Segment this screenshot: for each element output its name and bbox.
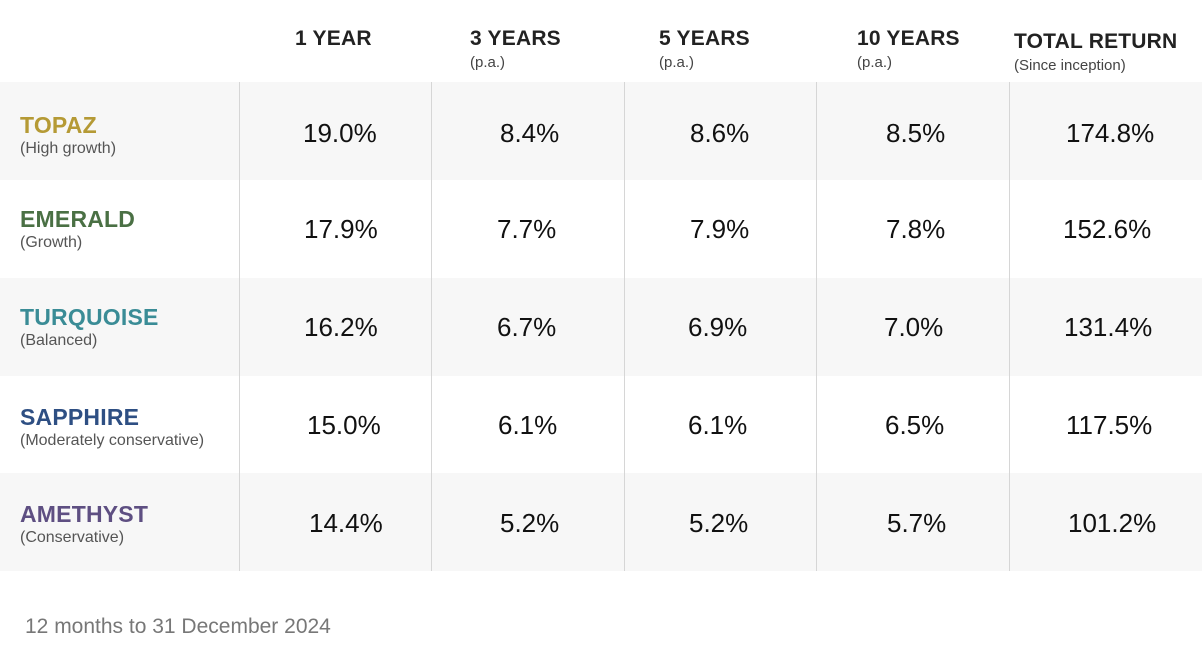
column-divider bbox=[1009, 82, 1010, 571]
fund-description: (Conservative) bbox=[20, 529, 125, 546]
table-row: SAPPHIRE (Moderately conservative) 15.0%… bbox=[0, 376, 1202, 474]
fund-label: EMERALD (Growth) bbox=[20, 206, 135, 252]
fund-description: (Moderately conservative) bbox=[20, 432, 205, 449]
fund-name: TOPAZ bbox=[20, 112, 97, 138]
value-1-year: 16.2% bbox=[304, 312, 378, 342]
value-total-return: 117.5% bbox=[1066, 410, 1153, 440]
fund-name: TURQUOISE bbox=[20, 304, 159, 330]
value-3-years: 8.4% bbox=[500, 118, 560, 148]
column-divider bbox=[431, 82, 432, 571]
value-10-years: 6.5% bbox=[885, 410, 945, 440]
fund-name: EMERALD bbox=[20, 206, 136, 232]
fund-label: SAPPHIRE (Moderately conservative) bbox=[20, 404, 204, 450]
value-10-years: 7.8% bbox=[886, 214, 946, 244]
value-5-years: 5.2% bbox=[689, 508, 749, 538]
value-1-year: 14.4% bbox=[309, 508, 383, 538]
value-3-years: 6.7% bbox=[497, 312, 557, 342]
header-title: 10 YEARS bbox=[857, 27, 960, 50]
header-subtitle: (p.a.) bbox=[857, 54, 893, 71]
table-header: 1 YEAR 3 YEARS (p.a.) 5 YEARS (p.a.) 10 … bbox=[0, 0, 1202, 82]
fund-description: (High growth) bbox=[20, 140, 117, 157]
fund-name: AMETHYST bbox=[20, 501, 149, 527]
value-5-years: 7.9% bbox=[690, 214, 750, 244]
value-10-years: 8.5% bbox=[886, 118, 946, 148]
value-10-years: 5.7% bbox=[887, 508, 947, 538]
header-title: 3 YEARS bbox=[470, 27, 561, 50]
value-5-years: 6.1% bbox=[688, 410, 748, 440]
header-title: 5 YEARS bbox=[659, 27, 750, 50]
column-divider bbox=[816, 82, 817, 571]
header-5-years: 5 YEARS (p.a.) bbox=[659, 27, 750, 71]
header-title: TOTAL RETURN bbox=[1014, 30, 1178, 53]
value-1-year: 17.9% bbox=[304, 214, 378, 244]
header-3-years: 3 YEARS (p.a.) bbox=[470, 27, 561, 71]
value-10-years: 7.0% bbox=[884, 312, 944, 342]
fund-label: AMETHYST (Conservative) bbox=[20, 501, 148, 547]
fund-name: SAPPHIRE bbox=[20, 404, 140, 430]
header-subtitle: (p.a.) bbox=[470, 54, 506, 71]
value-3-years: 7.7% bbox=[497, 214, 557, 244]
fund-label: TURQUOISE (Balanced) bbox=[20, 304, 159, 350]
table-row: TOPAZ (High growth) 19.0% 8.4% 8.6% 8.5%… bbox=[0, 82, 1202, 180]
header-title: 1 YEAR bbox=[295, 27, 372, 50]
header-10-years: 10 YEARS (p.a.) bbox=[857, 27, 960, 71]
footnote: 12 months to 31 December 2024 bbox=[25, 615, 331, 638]
header-subtitle: (p.a.) bbox=[659, 54, 695, 71]
header-subtitle: (Since inception) bbox=[1014, 57, 1126, 74]
value-total-return: 131.4% bbox=[1064, 312, 1153, 342]
fund-description: (Balanced) bbox=[20, 332, 98, 349]
header-1-year: 1 YEAR bbox=[295, 27, 372, 51]
value-5-years: 6.9% bbox=[688, 312, 748, 342]
value-1-year: 15.0% bbox=[307, 410, 381, 440]
value-total-return: 152.6% bbox=[1063, 214, 1152, 244]
header-total-return: TOTAL RETURN (Since inception) bbox=[1014, 30, 1177, 74]
column-divider bbox=[624, 82, 625, 571]
table-row: EMERALD (Growth) 17.9% 7.7% 7.9% 7.8% 15… bbox=[0, 180, 1202, 278]
value-3-years: 6.1% bbox=[498, 410, 558, 440]
column-divider bbox=[239, 82, 240, 571]
table-row: AMETHYST (Conservative) 14.4% 5.2% 5.2% … bbox=[0, 473, 1202, 571]
fund-description: (Growth) bbox=[20, 234, 83, 251]
table-row: TURQUOISE (Balanced) 16.2% 6.7% 6.9% 7.0… bbox=[0, 278, 1202, 376]
value-3-years: 5.2% bbox=[500, 508, 560, 538]
fund-label: TOPAZ (High growth) bbox=[20, 112, 116, 158]
value-5-years: 8.6% bbox=[690, 118, 750, 148]
value-1-year: 19.0% bbox=[303, 118, 377, 148]
value-total-return: 101.2% bbox=[1068, 508, 1157, 538]
value-total-return: 174.8% bbox=[1066, 118, 1155, 148]
